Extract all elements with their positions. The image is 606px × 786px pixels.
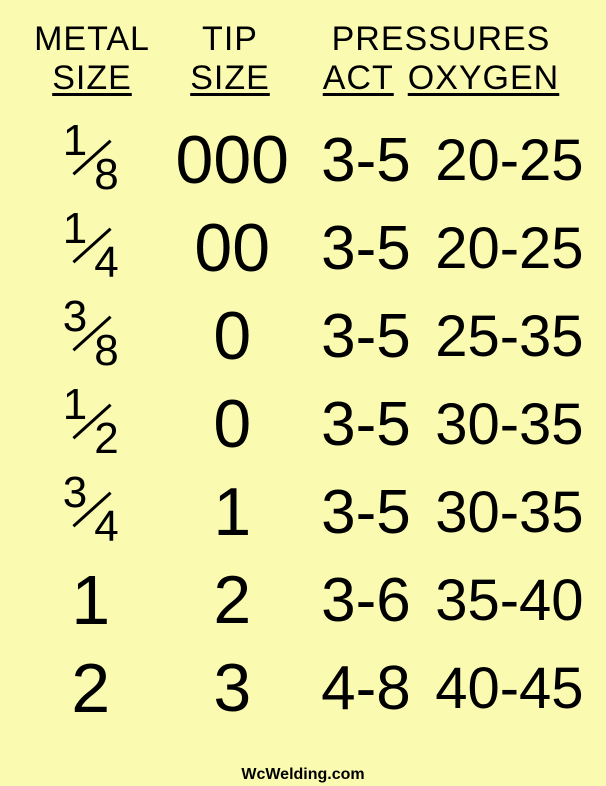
cell-act-pressure: 3-5: [301, 389, 431, 460]
header-tip-top: TIP: [166, 20, 294, 59]
fraction: 14: [55, 206, 127, 286]
cell-metal-size: 38: [18, 294, 163, 379]
cell-tip-size: 3: [163, 649, 301, 727]
footer-credit: WcWelding.com: [0, 766, 606, 784]
header-row: METAL SIZE TIP SIZE PRESSURES ACT OXYGEN: [18, 20, 588, 98]
cell-act-pressure: 3-5: [301, 125, 431, 196]
cell-tip-size: 000: [163, 121, 301, 199]
cell-tip-size: 2: [163, 561, 301, 639]
fraction-numerator: 3: [63, 292, 87, 342]
fraction-denominator: 4: [94, 502, 118, 552]
fraction: 34: [55, 470, 127, 550]
cell-metal-size: 2: [18, 648, 163, 728]
cell-act-pressure: 3-5: [301, 477, 431, 548]
data-rows: 180003-520-2514003-520-253803-525-351203…: [18, 116, 588, 732]
header-press-oxy: OXYGEN: [408, 59, 559, 98]
table-row: 3413-530-35: [18, 468, 588, 556]
cell-oxygen-pressure: 30-35: [431, 391, 588, 458]
cell-act-pressure: 3-6: [301, 565, 431, 636]
table-row: 1203-530-35: [18, 380, 588, 468]
table-row: 123-635-40: [18, 556, 588, 644]
fraction-numerator: 1: [63, 116, 87, 166]
fraction: 38: [55, 294, 127, 374]
cell-act-pressure: 3-5: [301, 213, 431, 284]
cell-act-pressure: 4-8: [301, 653, 431, 724]
table-row: 3803-525-35: [18, 292, 588, 380]
header-pressures: PRESSURES ACT OXYGEN: [294, 20, 588, 98]
fraction-denominator: 4: [94, 238, 118, 288]
header-metal-sub: SIZE: [18, 59, 166, 98]
fraction-numerator: 3: [63, 468, 87, 518]
cell-tip-size: 1: [163, 473, 301, 551]
cell-oxygen-pressure: 40-45: [431, 655, 588, 722]
fraction-denominator: 2: [94, 414, 118, 464]
cell-metal-size: 18: [18, 118, 163, 203]
cell-metal-size: 12: [18, 382, 163, 467]
cell-oxygen-pressure: 30-35: [431, 479, 588, 546]
cell-act-pressure: 3-5: [301, 301, 431, 372]
cell-metal-size: 1: [18, 560, 163, 640]
header-tip: TIP SIZE: [166, 20, 294, 98]
welding-chart: METAL SIZE TIP SIZE PRESSURES ACT OXYGEN…: [0, 0, 606, 732]
table-row: 18 0003-520-25: [18, 116, 588, 204]
fraction-denominator: 8: [94, 326, 118, 376]
cell-tip-size: 00: [163, 209, 301, 287]
header-metal: METAL SIZE: [18, 20, 166, 98]
fraction-denominator: 8: [94, 150, 118, 200]
cell-oxygen-pressure: 20-25: [431, 127, 588, 194]
cell-tip-size: 0: [163, 297, 301, 375]
cell-metal-size: 14: [18, 206, 163, 291]
fraction: 12: [55, 382, 127, 462]
header-press-top: PRESSURES: [294, 20, 588, 59]
fraction: 18: [55, 118, 127, 198]
whole-number: 2: [71, 649, 110, 727]
cell-oxygen-pressure: 35-40: [431, 567, 588, 634]
cell-oxygen-pressure: 20-25: [431, 215, 588, 282]
header-tip-sub: SIZE: [166, 59, 294, 98]
cell-oxygen-pressure: 25-35: [431, 303, 588, 370]
header-metal-top: METAL: [18, 20, 166, 59]
table-row: 14 003-520-25: [18, 204, 588, 292]
header-press-act: ACT: [323, 59, 394, 98]
whole-number: 1: [71, 561, 110, 639]
cell-metal-size: 34: [18, 470, 163, 555]
table-row: 234-840-45: [18, 644, 588, 732]
fraction-numerator: 1: [63, 204, 87, 254]
fraction-numerator: 1: [63, 380, 87, 430]
cell-tip-size: 0: [163, 385, 301, 463]
